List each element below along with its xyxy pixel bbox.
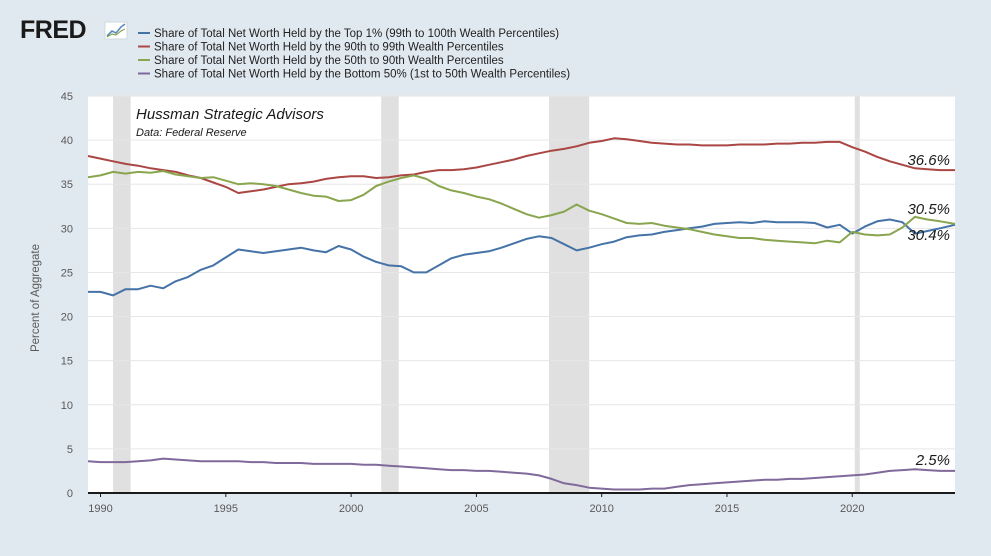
- series-line-0: [88, 218, 956, 297]
- legend-entry-1: Share of Total Net Worth Held by the 90t…: [154, 42, 504, 54]
- series-line-2: [87, 170, 956, 245]
- series-line-3: [87, 457, 955, 491]
- plot-background: [88, 96, 955, 494]
- legend-entry-3: Share of Total Net Worth Held by the Bot…: [154, 69, 570, 81]
- legend-entry-2: Share of Total Net Worth Held by the 50t…: [154, 55, 504, 67]
- recession-band-1: [381, 96, 399, 493]
- y-tick-label-25: 25: [61, 267, 73, 279]
- end-label-3: 2.5%: [915, 452, 950, 469]
- recession-band-3: [854, 96, 860, 493]
- x-tick-label-2020: 2020: [840, 503, 864, 515]
- end-value-labels: 36.6% 30.5% 30.4% 2.5%: [907, 152, 950, 469]
- fred-logo-text: FRED: [20, 16, 86, 44]
- fred-logo: FRED: [20, 16, 128, 44]
- x-tick-label-2015: 2015: [715, 503, 739, 515]
- x-tick-label-2005: 2005: [464, 503, 488, 515]
- x-tick-label-2010: 2010: [589, 503, 613, 515]
- gridlines: [88, 95, 955, 450]
- line-chart-icon: [104, 21, 128, 40]
- end-label-2: 30.4%: [907, 227, 950, 244]
- annotation-title: Hussman Strategic Advisors: [136, 106, 324, 123]
- end-label-0: 36.6%: [907, 152, 950, 169]
- recession-band-2: [549, 96, 590, 493]
- annotation-subtitle: Data: Federal Reserve: [136, 127, 247, 139]
- y-tick-label-0: 0: [67, 488, 73, 500]
- end-label-1: 30.5%: [907, 201, 950, 218]
- y-tick-label-20: 20: [61, 312, 73, 324]
- x-tick-label-1990: 1990: [88, 503, 112, 515]
- x-tick-label-1995: 1995: [214, 503, 238, 515]
- y-tick-label-45: 45: [61, 91, 73, 103]
- recession-band-0: [113, 96, 131, 493]
- y-axis-ticks: 0 5 10 15 20 25 30 35 40 45: [61, 91, 73, 500]
- y-tick-label-5: 5: [67, 444, 73, 456]
- legend-entry-0: Share of Total Net Worth Held by the Top…: [154, 28, 559, 40]
- series-lines: [87, 137, 956, 491]
- y-tick-label-35: 35: [61, 179, 73, 191]
- series-line-1: [87, 137, 955, 194]
- legend: Share of Total Net Worth Held by the Top…: [138, 28, 570, 81]
- x-axis-ticks: 1990 1995 2000 2005 2010 2015 2020: [88, 493, 865, 515]
- y-tick-label-40: 40: [61, 135, 73, 147]
- y-tick-label-10: 10: [61, 400, 73, 412]
- recession-bands: [113, 96, 860, 493]
- y-tick-label-15: 15: [61, 356, 73, 368]
- x-tick-label-2000: 2000: [339, 503, 363, 515]
- y-tick-label-30: 30: [61, 223, 73, 235]
- y-axis-label: Percent of Aggregate: [30, 244, 42, 352]
